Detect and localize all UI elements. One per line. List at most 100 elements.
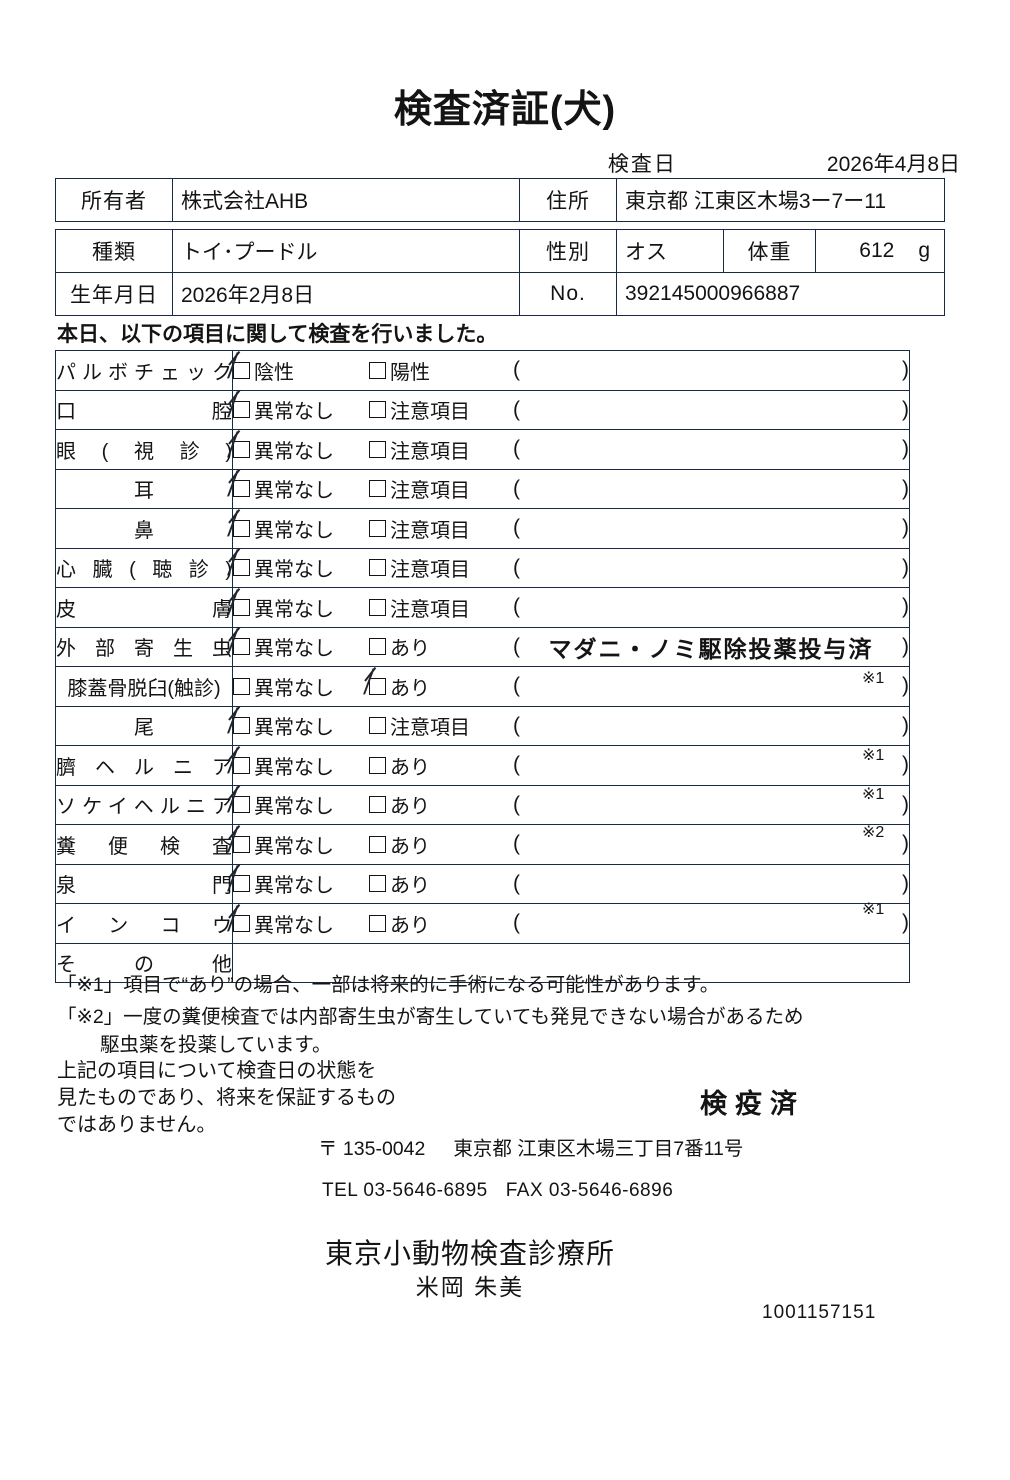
checkbox-option-label: 陽性 <box>390 361 430 384</box>
checkbox-checked-icon[interactable] <box>233 440 250 458</box>
remarks-field[interactable]: () <box>513 588 909 626</box>
remarks-field[interactable]: () <box>513 549 909 587</box>
checkbox-checked-icon[interactable] <box>233 835 250 853</box>
remarks-field[interactable]: (マダニ・ノミ駆除投薬投与済) <box>513 628 909 666</box>
checkbox-option-1[interactable]: 異常なし <box>233 751 369 780</box>
checkbox-option-2[interactable]: あり <box>369 869 513 898</box>
checkbox-option-1[interactable]: 異常なし <box>233 711 369 740</box>
checkbox-option-1[interactable]: 陰性 <box>233 356 369 385</box>
checkbox-option-2[interactable]: あり <box>369 632 513 661</box>
checkbox-checked-icon[interactable] <box>233 638 250 656</box>
checkbox-option-2[interactable]: 注意項目 <box>369 435 513 464</box>
checkbox-icon[interactable] <box>369 401 386 419</box>
remarks-field[interactable]: () <box>513 351 909 389</box>
checkbox-icon[interactable] <box>233 677 250 695</box>
checklist-item-label: 膝蓋骨脱臼(触診) <box>55 666 233 707</box>
checkbox-checked-icon[interactable] <box>233 519 250 537</box>
checkbox-checked-icon[interactable] <box>233 361 250 379</box>
birth-value: 2026年2月8日 <box>172 272 520 316</box>
table-row: ソケイヘルニア 異常なし あり () <box>55 784 910 825</box>
exam-date-row: 検査日 2026年4月8日 <box>0 148 960 178</box>
checkbox-option-2[interactable]: 注意項目 <box>369 474 513 503</box>
checkbox-checked-icon[interactable] <box>233 796 250 814</box>
checkbox-option-1[interactable]: 異常なし <box>233 474 369 503</box>
checkbox-option-label: あり <box>390 875 430 898</box>
paren-right: ) <box>902 713 909 737</box>
checkbox-icon[interactable] <box>369 835 386 853</box>
checkbox-icon[interactable] <box>369 756 386 774</box>
address-value: 東京都 江東区木場3ー7ー11 <box>616 178 945 222</box>
paren-right: ) <box>902 634 909 658</box>
checkbox-option-2[interactable]: 注意項目 <box>369 593 513 622</box>
table-row: 糞便検査 異常なし あり () <box>55 824 910 865</box>
checkbox-checked-icon[interactable] <box>233 598 250 616</box>
checkbox-option-1[interactable]: 異常なし <box>233 632 369 661</box>
table-row: 外部寄生虫 異常なし あり (マダニ・ノミ駆除投薬投与済) <box>55 626 910 667</box>
remarks-field[interactable]: () <box>513 786 909 824</box>
checkbox-icon[interactable] <box>369 796 386 814</box>
checkbox-option-1[interactable]: 異常なし <box>233 593 369 622</box>
checkbox-option-2[interactable]: あり <box>369 672 513 701</box>
remarks-field[interactable]: () <box>513 746 909 784</box>
remarks-field[interactable]: () <box>513 865 909 903</box>
checkbox-option-1[interactable]: 異常なし <box>233 672 369 701</box>
checkbox-icon[interactable] <box>369 638 386 656</box>
remarks-field[interactable]: () <box>513 667 909 705</box>
checkbox-option-label: 注意項目 <box>390 559 470 582</box>
checkbox-option-2[interactable]: あり <box>369 909 513 938</box>
checkbox-icon[interactable] <box>369 480 386 498</box>
checklist-item-label: 鼻 <box>55 508 233 549</box>
checkbox-icon[interactable] <box>369 717 386 735</box>
checkbox-checked-icon[interactable] <box>233 914 250 932</box>
checkbox-option-1[interactable]: 異常なし <box>233 830 369 859</box>
checkbox-icon[interactable] <box>369 559 386 577</box>
remarks-field[interactable]: () <box>513 430 909 468</box>
remarks-field[interactable]: () <box>513 509 909 547</box>
paren-left: ( <box>513 358 520 382</box>
checkbox-option-label: 注意項目 <box>390 401 470 424</box>
checkbox-option-2[interactable]: あり <box>369 790 513 819</box>
checkbox-option-1[interactable]: 異常なし <box>233 514 369 543</box>
checkbox-checked-icon[interactable] <box>233 756 250 774</box>
checkbox-option-1[interactable]: 異常なし <box>233 869 369 898</box>
checkbox-option-2[interactable]: あり <box>369 830 513 859</box>
checkbox-option-label: 異常なし <box>254 638 334 661</box>
checkbox-icon[interactable] <box>369 914 386 932</box>
page-title: 検査済証(犬) <box>393 89 617 131</box>
clinic-contact: TEL 03-5646-6895 FAX 03-5646-6896 <box>322 1180 673 1202</box>
checkbox-option-2[interactable]: 陽性 <box>369 356 513 385</box>
checkbox-option-1[interactable]: 異常なし <box>233 395 369 424</box>
checkbox-checked-icon[interactable] <box>233 480 250 498</box>
footnote-marker: ※2 <box>862 824 885 841</box>
remarks-field[interactable]: () <box>513 391 909 429</box>
footnote-marker: ※1 <box>862 901 885 918</box>
checkbox-checked-icon[interactable] <box>233 401 250 419</box>
checkbox-checked-icon[interactable] <box>233 559 250 577</box>
checkbox-icon[interactable] <box>369 440 386 458</box>
checkbox-icon[interactable] <box>369 361 386 379</box>
checkbox-option-1[interactable]: 異常なし <box>233 553 369 582</box>
disclaimer-line-3: ではありません。 <box>57 1114 217 1136</box>
checkbox-option-2[interactable]: 注意項目 <box>369 711 513 740</box>
checkbox-icon[interactable] <box>369 519 386 537</box>
checkbox-option-label: 異常なし <box>254 914 334 937</box>
checkbox-option-2[interactable]: 注意項目 <box>369 553 513 582</box>
checkbox-option-2[interactable]: 注意項目 <box>369 514 513 543</box>
checklist-item-label: 泉門 <box>55 863 233 904</box>
checkbox-option-2[interactable]: 注意項目 <box>369 395 513 424</box>
checkbox-option-1[interactable]: 異常なし <box>233 435 369 464</box>
checkbox-checked-icon[interactable] <box>233 717 250 735</box>
checkbox-option-1[interactable]: 異常なし <box>233 909 369 938</box>
checkbox-option-2[interactable]: あり <box>369 751 513 780</box>
remarks-field[interactable]: () <box>513 470 909 508</box>
checkbox-icon[interactable] <box>369 875 386 893</box>
checkbox-icon[interactable] <box>369 598 386 616</box>
checkbox-checked-icon[interactable] <box>369 677 386 695</box>
remarks-field[interactable]: () <box>513 825 909 863</box>
checkbox-option-1[interactable]: 異常なし <box>233 790 369 819</box>
checklist-table: パルボチェック 陰性 陽性() 口腔 異常なし 注意項目() 眼(視診) 異常なし 注意項目()… <box>55 350 910 983</box>
remarks-field[interactable]: () <box>513 904 909 942</box>
remarks-field[interactable]: () <box>513 707 909 745</box>
checkbox-checked-icon[interactable] <box>233 875 250 893</box>
table-row: 泉門 異常なし あり () <box>55 863 910 904</box>
